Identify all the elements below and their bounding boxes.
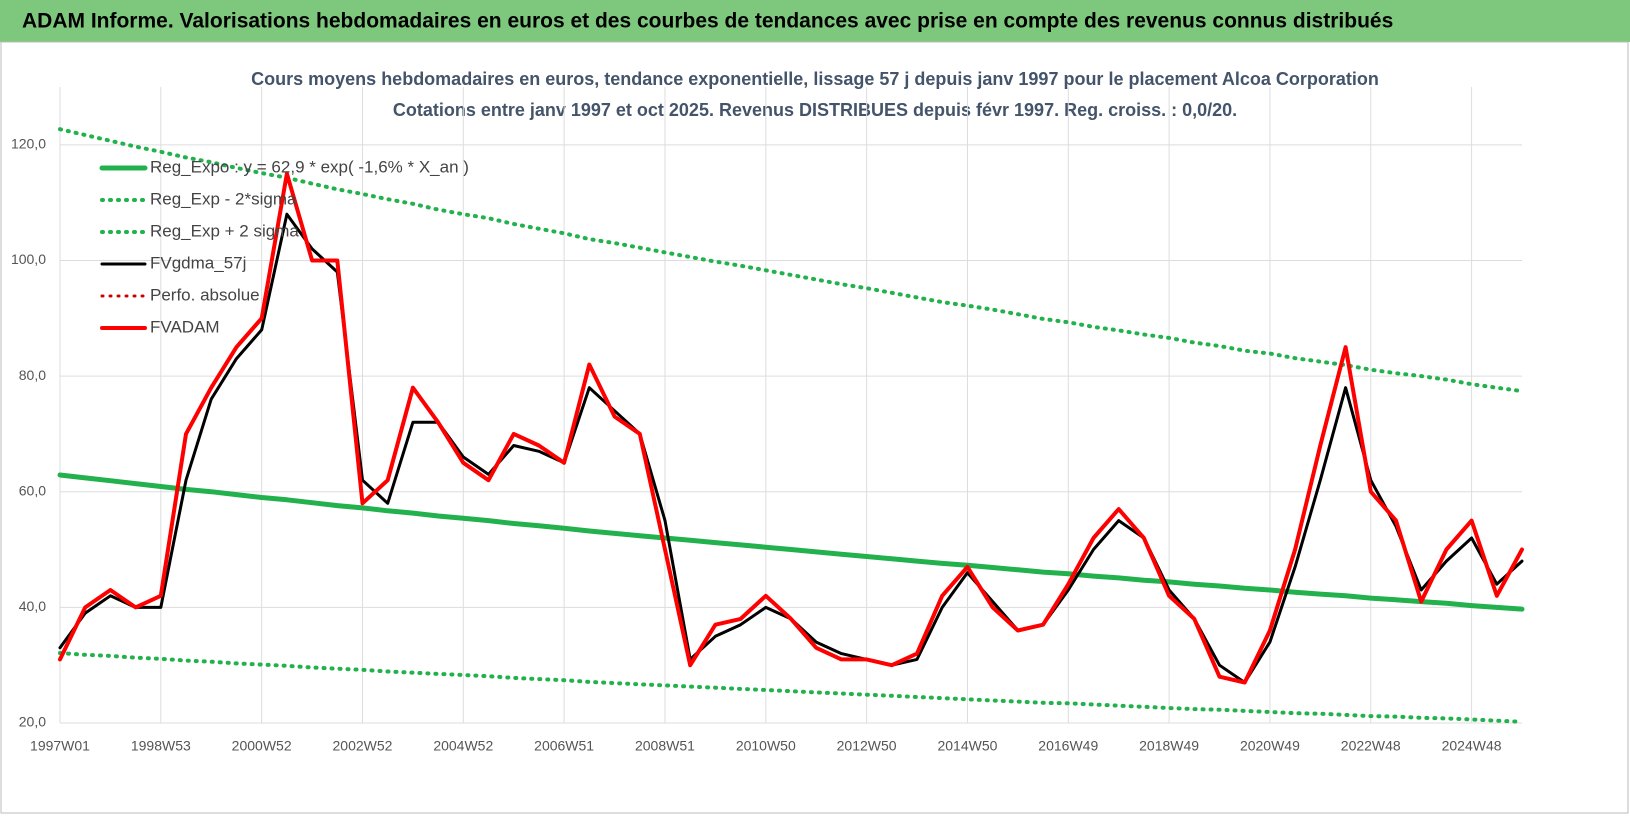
x-tick-label: 2004W52 <box>433 738 493 754</box>
x-tick-label: 2012W50 <box>837 738 897 754</box>
y-tick-label: 120,0 <box>11 136 46 152</box>
header-title: ADAM Informe. Valorisations hebdomadaire… <box>22 10 1393 33</box>
x-tick-label: 2024W48 <box>1442 738 1502 754</box>
chart-subtitle: Cotations entre janv 1997 et oct 2025. R… <box>393 100 1237 120</box>
legend-label: FVADAM <box>150 317 220 336</box>
legend-label: Reg_Expo : y = 62,9 * exp( -1,6% * X_an … <box>150 157 469 176</box>
x-tick-label: 1998W53 <box>131 738 191 754</box>
chart-title: Cours moyens hebdomadaires en euros, ten… <box>251 69 1379 89</box>
y-tick-label: 60,0 <box>19 482 46 498</box>
y-tick-label: 40,0 <box>19 598 46 614</box>
series-line <box>57 472 1525 612</box>
legend-label: Perfo. absolue <box>150 285 260 304</box>
series-line <box>58 127 1524 394</box>
x-tick-label: 2016W49 <box>1038 738 1098 754</box>
x-tick-label: 1997W01 <box>30 738 90 754</box>
x-tick-label: 2018W49 <box>1139 738 1199 754</box>
legend-label: FVgdma_57j <box>150 253 246 272</box>
x-tick-label: 2002W52 <box>333 738 393 754</box>
legend-label: Reg_Exp - 2*sigma <box>150 189 297 208</box>
series-line <box>58 171 1524 685</box>
y-tick-label: 100,0 <box>11 251 46 267</box>
x-tick-label: 2008W51 <box>635 738 695 754</box>
x-tick-label: 2000W52 <box>232 738 292 754</box>
header-bar <box>0 0 1630 42</box>
x-tick-label: 2020W49 <box>1240 738 1300 754</box>
y-tick-label: 20,0 <box>19 714 46 730</box>
legend-label: Reg_Exp + 2 sigma <box>150 221 299 240</box>
x-tick-label: 2022W48 <box>1341 738 1401 754</box>
y-tick-label: 80,0 <box>19 367 46 383</box>
chart-frame <box>0 41 1629 814</box>
x-tick-label: 2010W50 <box>736 738 796 754</box>
x-tick-label: 2014W50 <box>937 738 997 754</box>
x-tick-label: 2006W51 <box>534 738 594 754</box>
